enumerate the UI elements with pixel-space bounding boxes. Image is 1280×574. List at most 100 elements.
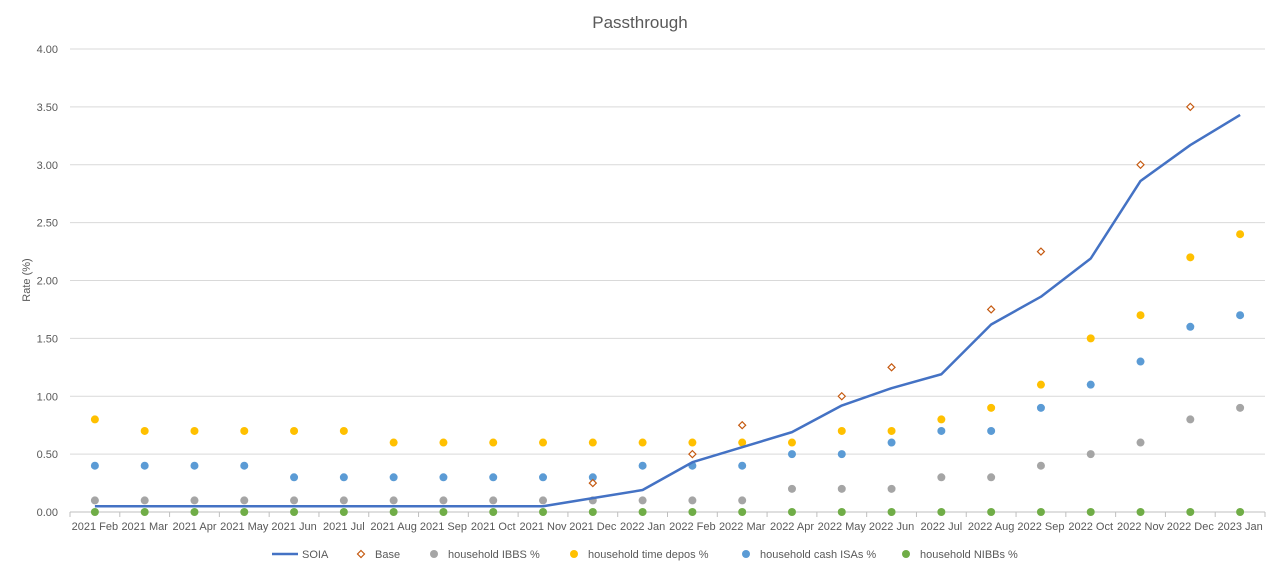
data-point	[240, 496, 249, 505]
data-point	[389, 438, 398, 447]
data-point	[1236, 508, 1245, 516]
x-tick-label: 2021 Aug	[370, 521, 417, 533]
data-point	[987, 508, 996, 516]
data-point	[638, 508, 647, 516]
legend-item: household time depos %	[570, 549, 709, 561]
series-household-time-depos	[90, 230, 1245, 447]
data-point	[787, 450, 796, 459]
data-point	[1136, 160, 1145, 170]
x-tick-label: 2022 Jan	[620, 521, 665, 533]
data-point	[190, 496, 199, 505]
data-point	[339, 496, 348, 505]
data-point	[588, 438, 597, 447]
data-point	[738, 508, 747, 516]
data-point	[1136, 508, 1145, 516]
legend-label: Base	[375, 549, 400, 561]
y-tick-label: 2.00	[37, 276, 58, 288]
x-tick-label: 2022 Apr	[770, 521, 814, 533]
data-point	[240, 508, 249, 516]
series-soia	[94, 113, 1241, 508]
legend-label: SOIA	[302, 549, 329, 561]
data-point	[140, 496, 149, 505]
series-line	[94, 113, 1241, 508]
legend-item: Base	[356, 549, 400, 561]
plot-area	[90, 102, 1245, 516]
data-point	[190, 508, 199, 516]
series-base	[588, 102, 1195, 488]
data-point	[1036, 403, 1045, 412]
legend: SOIA Base household IBBS % household time d…	[272, 549, 1018, 561]
y-tick-label: 3.50	[37, 102, 58, 114]
x-tick-label: 2021 Oct	[471, 521, 516, 533]
data-point	[1086, 334, 1095, 343]
data-point	[887, 484, 896, 493]
data-point	[588, 473, 597, 482]
data-point	[937, 426, 946, 435]
data-point	[240, 426, 249, 435]
data-point	[290, 426, 299, 435]
data-point	[1186, 415, 1195, 424]
x-tick-label: 2021 Nov	[519, 521, 567, 533]
data-point	[539, 496, 548, 505]
data-point	[887, 508, 896, 516]
legend-label: household time depos %	[588, 549, 709, 561]
data-point	[1236, 311, 1245, 320]
x-tick-label: 2021 Jun	[271, 521, 316, 533]
legend-swatch	[570, 550, 578, 558]
data-point	[190, 461, 199, 470]
data-point	[887, 362, 896, 372]
y-tick-label: 3.00	[37, 160, 58, 172]
data-point	[339, 508, 348, 516]
x-tick-label: 2021 Sep	[420, 521, 467, 533]
legend-label: household IBBS %	[448, 549, 540, 561]
x-tick-label: 2022 May	[818, 521, 867, 533]
data-point	[140, 461, 149, 470]
data-point	[987, 473, 996, 482]
x-tick-label: 2022 Dec	[1167, 521, 1215, 533]
data-point	[1036, 508, 1045, 516]
data-point	[439, 438, 448, 447]
data-point	[339, 473, 348, 482]
x-tick-label: 2021 Jul	[323, 521, 365, 533]
series-household-cash-isas	[90, 311, 1245, 482]
data-point	[1136, 357, 1145, 366]
data-point	[738, 438, 747, 447]
data-point	[1036, 461, 1045, 470]
data-point	[937, 473, 946, 482]
data-point	[688, 449, 697, 459]
data-point	[737, 420, 747, 430]
data-point	[1086, 450, 1095, 459]
x-tick-label: 2023 Jan	[1217, 521, 1262, 533]
data-point	[1036, 247, 1046, 256]
data-point	[837, 391, 847, 401]
series-household-ibbs	[90, 403, 1245, 505]
data-point	[738, 496, 747, 505]
x-tick-label: 2022 Feb	[669, 521, 715, 533]
data-point	[90, 461, 99, 470]
y-axis-label: Rate (%)	[21, 258, 33, 301]
data-point	[638, 496, 647, 505]
data-point	[887, 426, 896, 435]
data-point	[837, 426, 846, 435]
data-point	[489, 473, 498, 482]
x-tick-label: 2022 Sep	[1017, 521, 1064, 533]
x-tick-label: 2022 Jul	[921, 521, 963, 533]
legend-label: household cash ISAs %	[760, 549, 876, 561]
data-point	[489, 438, 498, 447]
data-point	[290, 473, 299, 482]
data-point	[987, 426, 996, 435]
data-point	[439, 473, 448, 482]
x-tick-label: 2022 Mar	[719, 521, 766, 533]
data-point	[937, 415, 946, 424]
data-point	[787, 484, 796, 493]
data-point	[638, 438, 647, 447]
data-point	[1186, 508, 1195, 516]
y-tick-label: 4.00	[37, 44, 58, 56]
data-point	[90, 496, 99, 505]
y-tick-label: 0.00	[37, 507, 58, 519]
data-point	[539, 438, 548, 447]
data-point	[439, 508, 448, 516]
data-point	[1186, 322, 1195, 331]
x-tick-label: 2021 Feb	[72, 521, 118, 533]
